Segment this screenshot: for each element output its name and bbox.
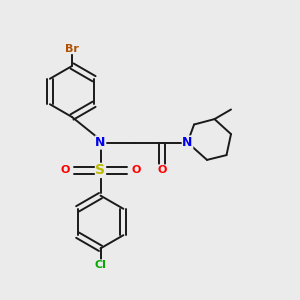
Text: O: O bbox=[131, 165, 141, 176]
Text: Cl: Cl bbox=[94, 260, 106, 270]
Text: N: N bbox=[95, 136, 106, 149]
Text: O: O bbox=[157, 165, 167, 175]
Text: O: O bbox=[60, 165, 70, 176]
Text: Br: Br bbox=[65, 44, 79, 54]
Text: N: N bbox=[182, 136, 193, 149]
Text: S: S bbox=[95, 164, 106, 177]
